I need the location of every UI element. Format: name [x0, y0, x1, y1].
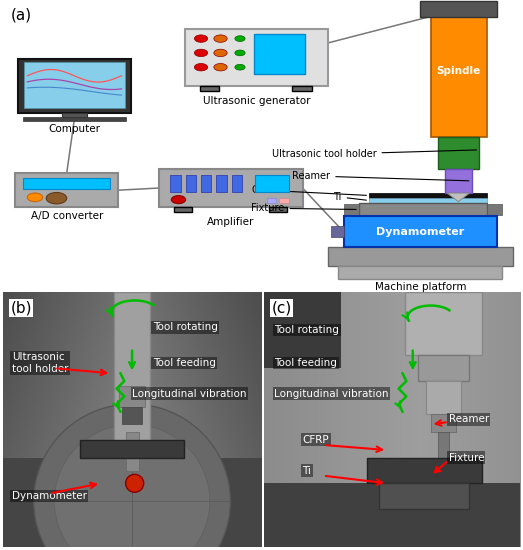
FancyBboxPatch shape — [81, 440, 184, 458]
Text: Ultrasonic generator: Ultrasonic generator — [202, 96, 310, 106]
Text: Longitudinal vibration: Longitudinal vibration — [275, 389, 389, 399]
FancyBboxPatch shape — [331, 226, 344, 238]
Circle shape — [214, 35, 227, 42]
Text: CFRP: CFRP — [251, 185, 367, 195]
FancyBboxPatch shape — [344, 216, 497, 248]
Circle shape — [33, 404, 231, 550]
FancyBboxPatch shape — [185, 29, 328, 86]
FancyBboxPatch shape — [114, 292, 150, 458]
Text: Ultrasonic
tool holder: Ultrasonic tool holder — [12, 353, 68, 374]
FancyBboxPatch shape — [418, 355, 469, 381]
FancyBboxPatch shape — [23, 117, 126, 120]
FancyBboxPatch shape — [344, 205, 359, 214]
FancyBboxPatch shape — [338, 266, 503, 279]
FancyBboxPatch shape — [254, 34, 305, 74]
Text: CFRP: CFRP — [302, 435, 329, 445]
FancyBboxPatch shape — [367, 458, 482, 483]
FancyBboxPatch shape — [24, 62, 124, 108]
Circle shape — [172, 196, 186, 204]
FancyBboxPatch shape — [201, 175, 211, 192]
Text: Dynamometer: Dynamometer — [12, 491, 87, 501]
FancyBboxPatch shape — [264, 483, 520, 547]
Polygon shape — [447, 193, 470, 202]
Circle shape — [214, 63, 227, 71]
Circle shape — [235, 50, 245, 56]
FancyBboxPatch shape — [420, 2, 497, 17]
FancyBboxPatch shape — [122, 406, 142, 425]
FancyBboxPatch shape — [23, 178, 110, 189]
Text: (a): (a) — [10, 7, 31, 22]
FancyBboxPatch shape — [200, 86, 220, 91]
FancyBboxPatch shape — [217, 175, 226, 192]
FancyBboxPatch shape — [487, 205, 503, 214]
FancyBboxPatch shape — [431, 414, 456, 432]
Circle shape — [46, 192, 67, 204]
FancyBboxPatch shape — [328, 248, 513, 266]
Text: Ti: Ti — [302, 465, 311, 476]
Text: (b): (b) — [10, 300, 32, 316]
FancyBboxPatch shape — [159, 169, 302, 207]
FancyBboxPatch shape — [369, 198, 487, 203]
Text: A/D converter: A/D converter — [30, 211, 103, 221]
FancyBboxPatch shape — [264, 292, 341, 368]
Circle shape — [235, 64, 245, 70]
FancyBboxPatch shape — [438, 432, 449, 458]
FancyBboxPatch shape — [369, 193, 487, 198]
FancyBboxPatch shape — [267, 198, 276, 203]
FancyBboxPatch shape — [186, 175, 196, 192]
FancyBboxPatch shape — [359, 203, 487, 216]
FancyBboxPatch shape — [62, 113, 87, 117]
Text: Reamer: Reamer — [292, 171, 469, 181]
Text: Tool feeding: Tool feeding — [275, 358, 337, 368]
FancyBboxPatch shape — [3, 458, 262, 547]
Circle shape — [126, 474, 144, 492]
Circle shape — [195, 63, 208, 71]
FancyBboxPatch shape — [18, 59, 131, 113]
Circle shape — [54, 425, 210, 550]
Text: Dynamometer: Dynamometer — [376, 227, 464, 236]
FancyBboxPatch shape — [426, 381, 461, 414]
Text: Computer: Computer — [49, 124, 100, 134]
Text: Machine platform: Machine platform — [374, 282, 466, 292]
FancyBboxPatch shape — [232, 175, 242, 192]
FancyBboxPatch shape — [269, 207, 287, 212]
FancyBboxPatch shape — [405, 292, 482, 355]
FancyBboxPatch shape — [170, 175, 180, 192]
FancyBboxPatch shape — [380, 483, 469, 509]
Circle shape — [27, 193, 43, 202]
Text: Fixture: Fixture — [251, 203, 356, 213]
FancyBboxPatch shape — [255, 175, 289, 192]
Circle shape — [214, 49, 227, 57]
Circle shape — [235, 36, 245, 41]
FancyBboxPatch shape — [119, 386, 145, 406]
FancyBboxPatch shape — [16, 173, 118, 207]
Text: Tool rotating: Tool rotating — [153, 322, 218, 332]
FancyBboxPatch shape — [438, 138, 479, 169]
FancyBboxPatch shape — [279, 198, 289, 203]
Text: Fixture: Fixture — [449, 453, 484, 463]
FancyBboxPatch shape — [445, 169, 472, 193]
Text: Spindle: Spindle — [437, 67, 481, 76]
Text: Tool feeding: Tool feeding — [153, 358, 215, 368]
Text: Longitudinal vibration: Longitudinal vibration — [132, 389, 246, 399]
Text: Amplifier: Amplifier — [207, 217, 254, 227]
FancyBboxPatch shape — [126, 432, 139, 470]
FancyBboxPatch shape — [430, 17, 487, 138]
Text: Tool rotating: Tool rotating — [275, 325, 339, 335]
FancyBboxPatch shape — [292, 86, 312, 91]
Text: Ultrasonic tool holder: Ultrasonic tool holder — [272, 150, 476, 160]
Text: (c): (c) — [272, 300, 292, 316]
Text: Ti: Ti — [333, 192, 367, 202]
Circle shape — [195, 49, 208, 57]
Circle shape — [195, 35, 208, 42]
FancyBboxPatch shape — [174, 207, 192, 212]
Text: Reamer: Reamer — [449, 414, 489, 425]
